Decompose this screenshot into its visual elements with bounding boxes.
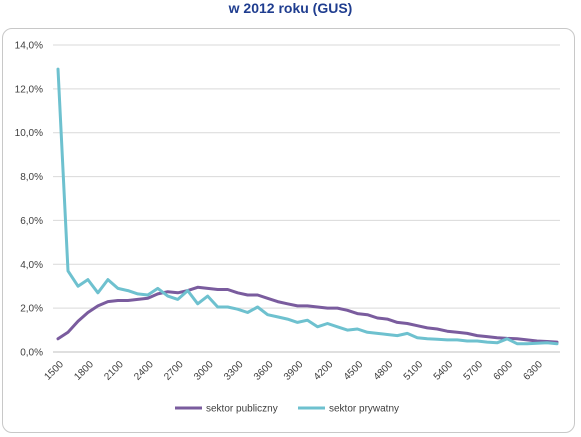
x-tick-label: 3000 (192, 359, 216, 383)
y-tick-label: 2,0% (20, 304, 43, 315)
chart-frame (2, 28, 575, 433)
x-tick-label: 6300 (521, 359, 545, 383)
y-tick-label: 14,0% (15, 41, 43, 52)
x-tick-label: 5400 (432, 359, 456, 383)
y-tick-label: 6,0% (20, 216, 43, 227)
gridlines (53, 44, 560, 309)
x-tick-label: 1500 (42, 359, 66, 383)
series-lines (56, 67, 559, 346)
legend: sektor publiczny sektor prywatny (175, 404, 399, 415)
series-line-2 (56, 67, 559, 346)
x-tick-label: 2700 (162, 359, 186, 383)
chart-title: w 2012 roku (GUS) (228, 0, 353, 16)
x-tick-label: 4200 (312, 359, 336, 383)
x-tick-label: 2100 (102, 359, 126, 383)
y-tick-label: 8,0% (20, 172, 43, 183)
x-tick-label: 6000 (492, 359, 516, 383)
y-tick-label: 0,0% (20, 348, 43, 359)
legend-label: sektor prywatny (329, 404, 399, 415)
x-tick-label: 3900 (282, 359, 306, 383)
y-tick-label: 10,0% (15, 128, 43, 139)
y-axis-ticks: 0,0% 2,0% 4,0% 6,0% 8,0% 10,0% 12,0% 14,0% (15, 41, 43, 359)
series-line-1 (56, 285, 559, 344)
x-tick-label: 5700 (462, 359, 486, 383)
y-tick-label: 12,0% (15, 84, 43, 95)
x-tick-label: 2400 (132, 359, 156, 383)
x-axis-ticks: 1500 1800 2100 2400 2700 3000 3300 3600 3900 4200… (42, 359, 545, 383)
x-tick-label: 3600 (252, 359, 276, 383)
x-tick-label: 4800 (372, 359, 396, 383)
legend-label: sektor publiczny (206, 404, 278, 415)
x-tick-label: 1800 (72, 359, 96, 383)
x-tick-label: 3300 (222, 359, 246, 383)
x-tick-label: 5100 (402, 359, 426, 383)
x-tick-label: 4500 (342, 359, 366, 383)
y-tick-label: 4,0% (20, 260, 43, 271)
